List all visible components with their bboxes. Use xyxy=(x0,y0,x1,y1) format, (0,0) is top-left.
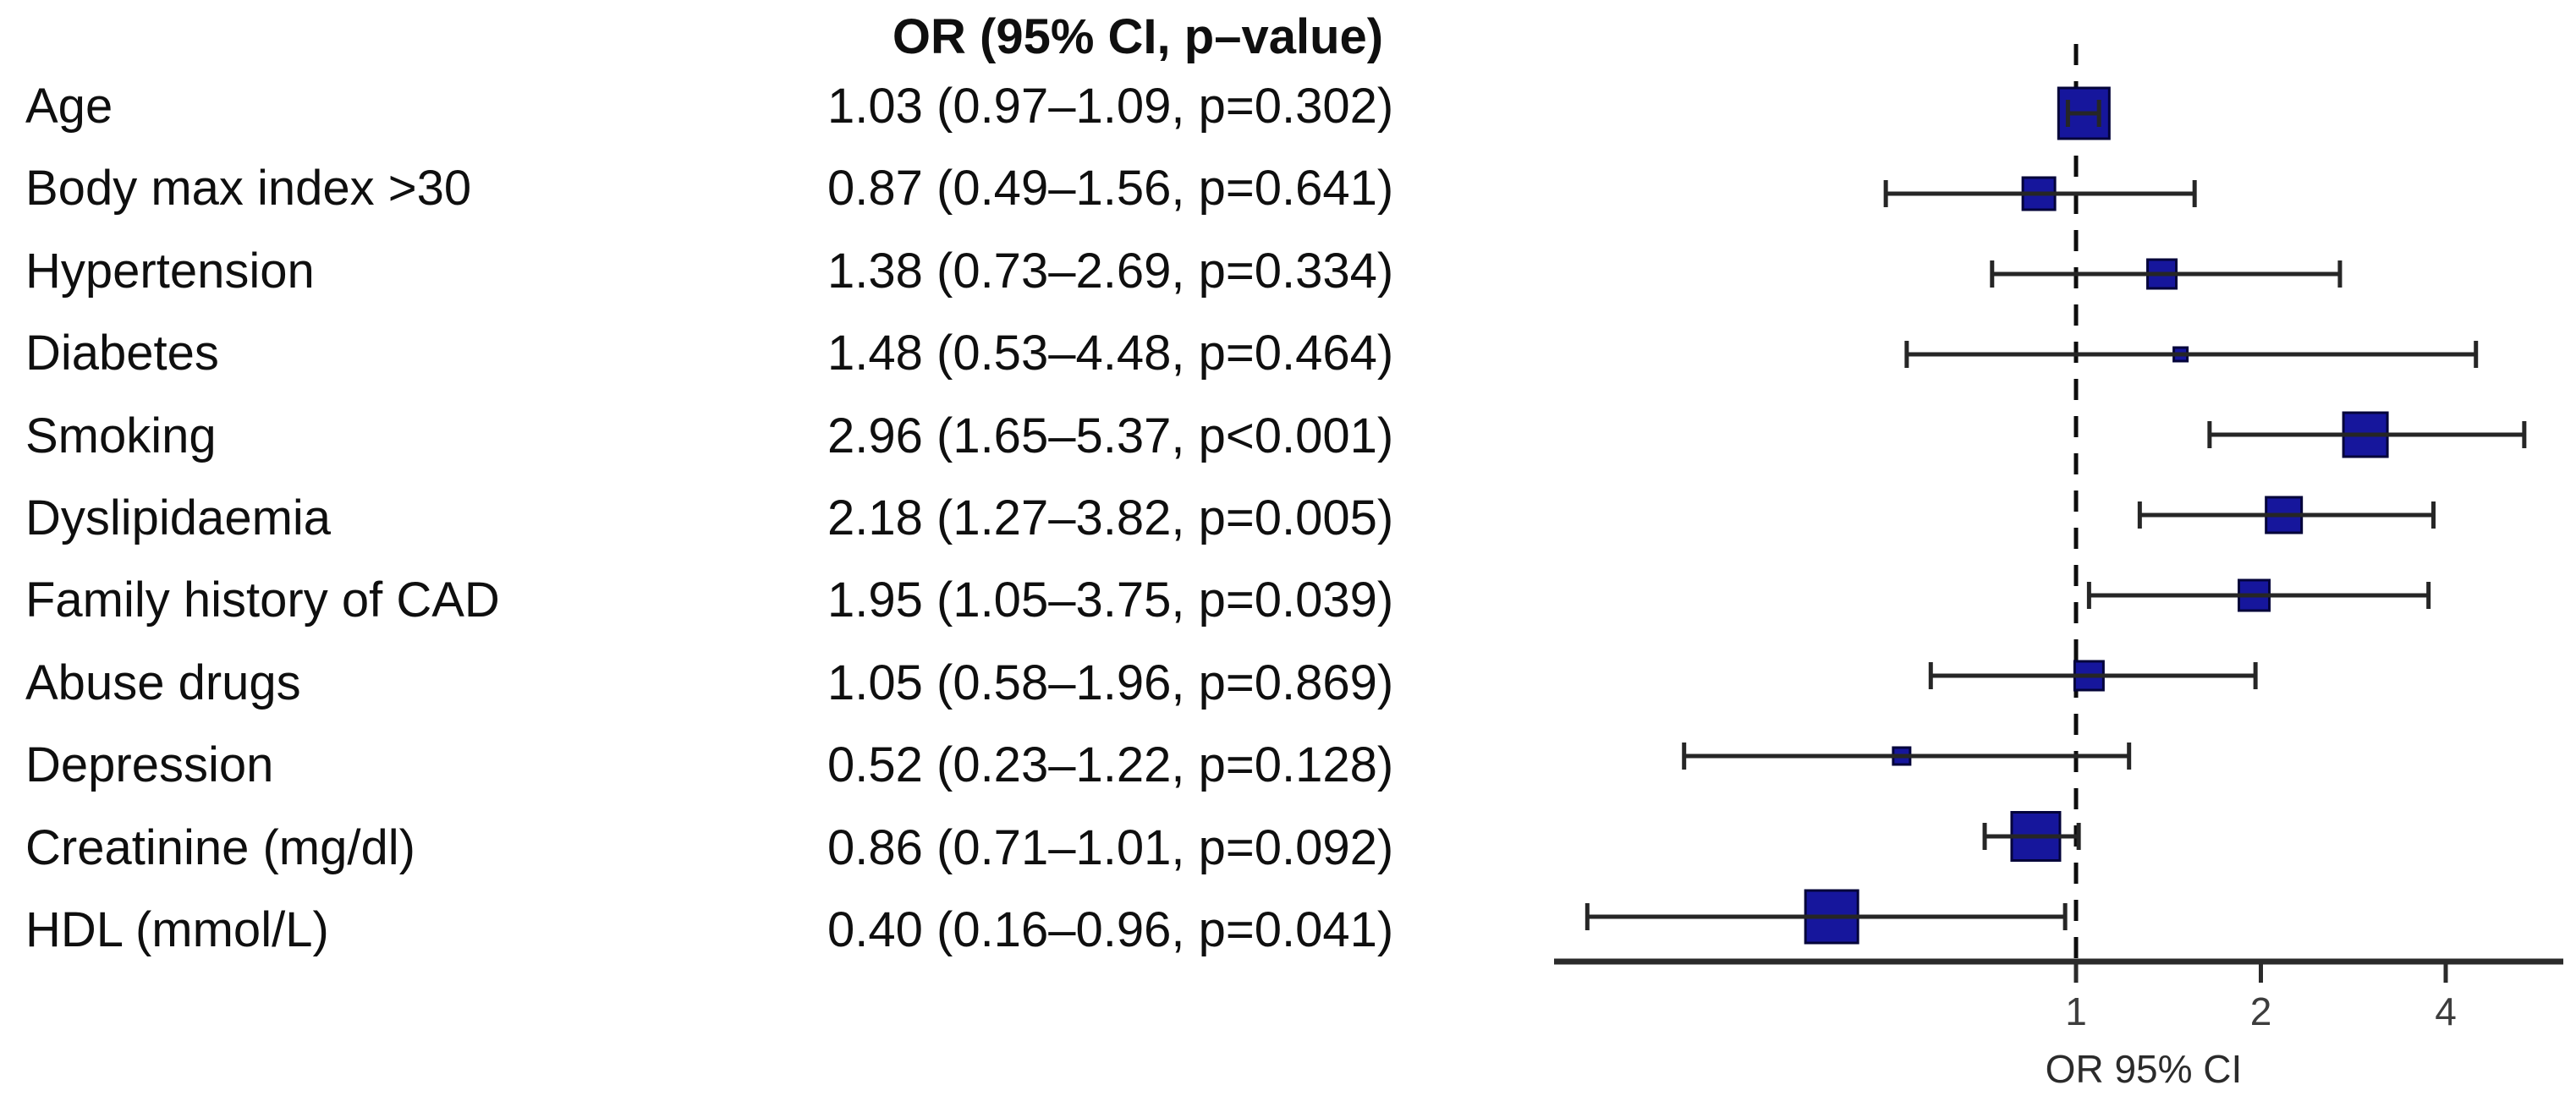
row-or-ci-value: 0.40 (0.16–0.96, p=0.041) xyxy=(827,902,1394,957)
row-or-ci-value: 1.48 (0.53–4.48, p=0.464) xyxy=(827,326,1394,381)
row-label: HDL (mmol/L) xyxy=(25,902,329,957)
row-or-ci-value: 0.87 (0.49–1.56, p=0.641) xyxy=(827,161,1394,216)
x-axis-label: OR 95% CI xyxy=(2045,1047,2243,1091)
row-label: Dyslipidaemia xyxy=(25,490,332,545)
row-or-ci-value: 2.18 (1.27–3.82, p=0.005) xyxy=(827,490,1394,545)
row-label: Age xyxy=(25,79,113,134)
row-or-ci-value: 1.05 (0.58–1.96, p=0.869) xyxy=(827,655,1394,710)
row-or-ci-value: 1.95 (1.05–3.75, p=0.039) xyxy=(827,573,1394,627)
row-label: Smoking xyxy=(25,408,217,463)
row-label: Depression xyxy=(25,737,274,792)
x-tick-label: 2 xyxy=(2249,989,2272,1033)
row-label: Abuse drugs xyxy=(25,655,301,710)
or-ci-column-header: OR (95% CI, p–value) xyxy=(892,9,1384,64)
row-label: Family history of CAD xyxy=(25,573,500,627)
row-or-ci-value: 0.52 (0.23–1.22, p=0.128) xyxy=(827,737,1394,792)
row-or-ci-value: 1.38 (0.73–2.69, p=0.334) xyxy=(827,244,1394,299)
row-label: Body max index >30 xyxy=(25,161,472,216)
row-label: Diabetes xyxy=(25,326,219,381)
row-or-ci-value: 0.86 (0.71–1.01, p=0.092) xyxy=(827,820,1394,875)
x-tick-label: 1 xyxy=(2065,989,2087,1033)
row-or-ci-value: 1.03 (0.97–1.09, p=0.302) xyxy=(827,79,1394,134)
row-label: Creatinine (mg/dl) xyxy=(25,820,415,875)
row-or-ci-value: 2.96 (1.65–5.37, p<0.001) xyxy=(827,408,1394,463)
row-label: Hypertension xyxy=(25,244,315,299)
x-tick-label: 4 xyxy=(2435,989,2457,1033)
